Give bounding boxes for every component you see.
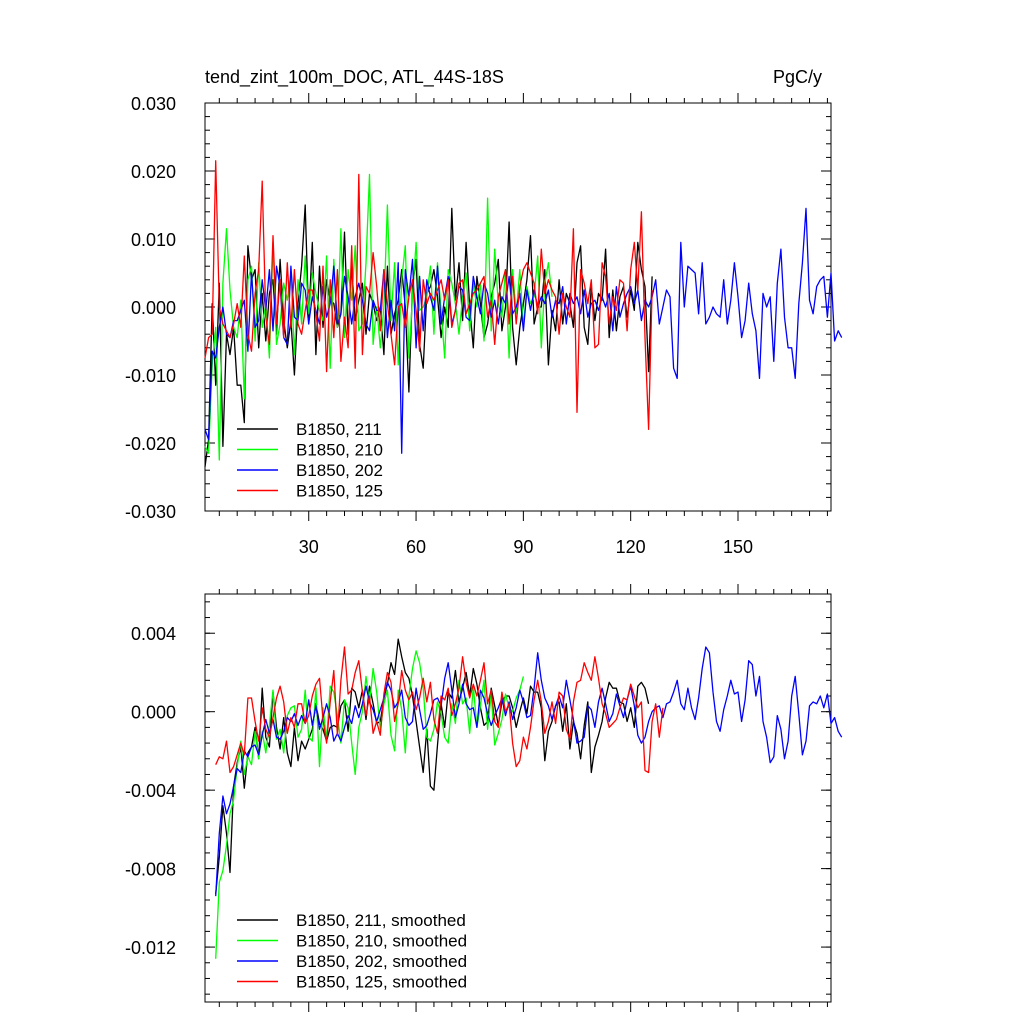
series-line-2	[204, 173, 553, 461]
y-tick-label: -0.010	[125, 366, 176, 386]
y-tick-label: -0.004	[125, 781, 176, 801]
series-line-4	[215, 646, 664, 774]
series-line-3	[215, 646, 843, 897]
y-tick-label: 0.000	[131, 703, 176, 723]
top-panel: 30 60 90 120 150 -0.030 -0.020 -0.010 0.000 0.010…	[125, 93, 843, 557]
x-tick-label: 60	[406, 537, 426, 557]
y-tick-label: -0.008	[125, 860, 176, 880]
legend-label: B1850, 202	[296, 461, 383, 480]
legend-label: B1850, 125	[296, 482, 383, 501]
y-tick-label: 0.020	[131, 162, 176, 182]
y-tick-label: 0.004	[131, 624, 176, 644]
chart-title: tend_zint_100m_DOC, ATL_44S-18S	[205, 67, 504, 88]
plot-frame	[204, 593, 832, 1003]
legend-label: B1850, 125, smoothed	[296, 973, 467, 992]
series-line-4	[204, 160, 653, 431]
y-tick-label: 0.010	[131, 230, 176, 250]
legend-label: B1850, 210, smoothed	[296, 932, 467, 951]
legend-label: B1850, 211, smoothed	[296, 911, 466, 930]
legend-label: B1850, 210	[296, 441, 383, 460]
y-tick-label: -0.020	[125, 434, 176, 454]
bottom-panel: -0.012 -0.008 -0.004 0.000 0.004 B1850, 211, …	[125, 584, 843, 1012]
y-tick-label: 0.000	[131, 298, 176, 318]
legend-label: B1850, 202, smoothed	[296, 952, 467, 971]
x-tick-label: 150	[723, 537, 753, 557]
chart-units: PgC/y	[773, 67, 822, 87]
series-line-1	[215, 638, 650, 895]
series-line-2	[215, 650, 525, 959]
y-tick-label: -0.030	[125, 502, 176, 522]
x-tick-label: 90	[513, 537, 533, 557]
x-tick-label: 120	[616, 537, 646, 557]
legend-label: B1850, 211	[296, 420, 382, 439]
y-tick-label: -0.012	[125, 938, 176, 958]
y-tick-label: 0.030	[131, 94, 176, 114]
series-line-3	[204, 207, 843, 454]
x-tick-label: 30	[299, 537, 319, 557]
